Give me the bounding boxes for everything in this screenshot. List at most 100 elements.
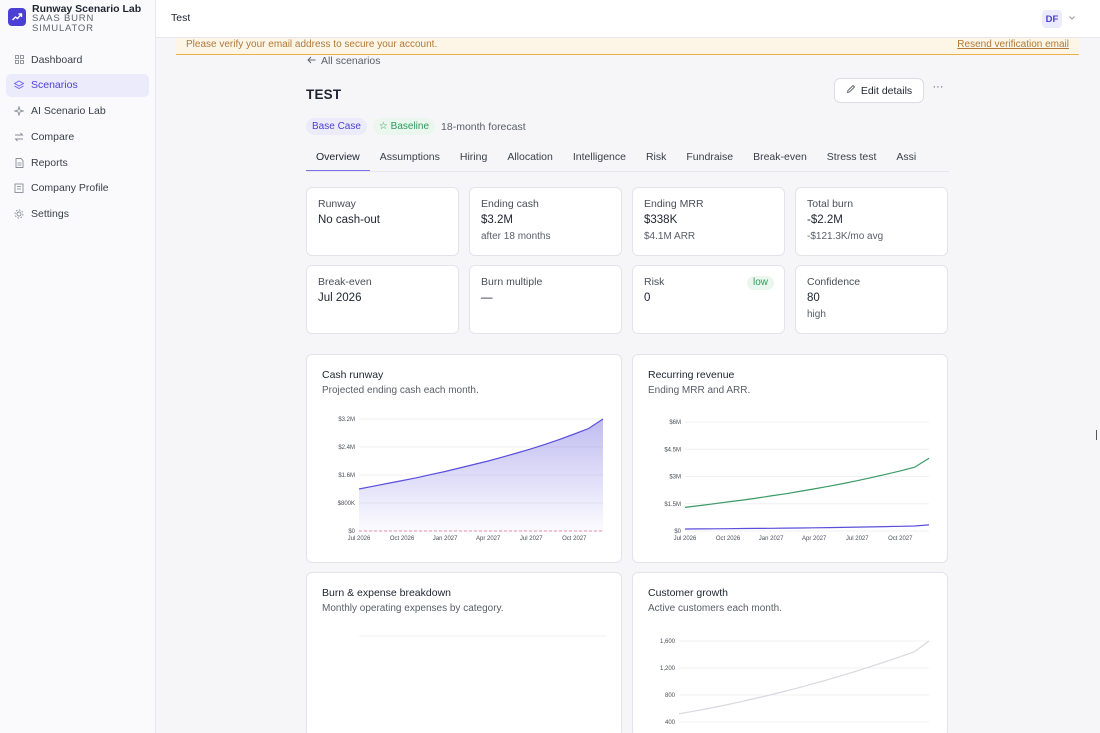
card-title: Cash runway bbox=[322, 369, 384, 381]
sidebar-item-ai-scenario-lab[interactable]: AI Scenario Lab bbox=[6, 100, 149, 123]
kpi-total-burn: Total burn -$2.2M -$121.3K/mo avg bbox=[795, 187, 948, 256]
y-tick-label: 1,200 bbox=[660, 666, 676, 672]
kpi-sub: high bbox=[807, 309, 826, 320]
kpi-value: $338K bbox=[644, 214, 678, 226]
sidebar-item-label: Reports bbox=[31, 156, 68, 169]
kpi-value: Jul 2026 bbox=[318, 292, 362, 304]
scenario-tabs: Overview Assumptions Hiring Allocation Intel… bbox=[306, 146, 949, 172]
x-tick-label: Apr 2027 bbox=[802, 536, 827, 542]
sidebar-item-company-profile[interactable]: Company Profile bbox=[6, 177, 149, 200]
customer-growth-chart: 400 800 1,200 1,600 bbox=[660, 639, 930, 726]
tab-allocation[interactable]: Allocation bbox=[507, 151, 553, 163]
customer-growth-card: 400 800 1,200 1,600 Customer growth Active … bbox=[632, 572, 948, 733]
tab-hiring[interactable]: Hiring bbox=[459, 151, 488, 163]
kpi-value: — bbox=[481, 292, 493, 304]
scenario-badges: Base Case ☆ Baseline 18-month forecast bbox=[306, 118, 526, 135]
more-options-button[interactable]: ··· bbox=[932, 81, 944, 93]
sidebar-item-scenarios[interactable]: Scenarios bbox=[6, 73, 149, 97]
x-tick-label: Jul 2027 bbox=[520, 536, 543, 542]
brand-subtitle: SAAS BURN SIMULATOR bbox=[32, 13, 95, 34]
x-tick-label: Oct 2026 bbox=[716, 536, 741, 542]
sidebar: Runway Scenario Lab SAAS BURN SIMULATOR … bbox=[0, 0, 156, 733]
tab-stress-test[interactable]: Stress test bbox=[826, 151, 877, 163]
base-case-badge: Base Case bbox=[306, 118, 367, 135]
cash-area bbox=[359, 419, 603, 531]
kpi-label: Risk bbox=[644, 276, 665, 288]
series-line-1 bbox=[684, 524, 930, 530]
brand[interactable]: Runway Scenario Lab SAAS BURN SIMULATOR bbox=[0, 0, 155, 40]
sidebar-nav: Dashboard Scenarios AI Scenario Lab Comp… bbox=[0, 40, 155, 237]
baseline-badge: ☆ Baseline bbox=[372, 118, 436, 135]
series-line-0 bbox=[684, 457, 930, 508]
resend-verification-link[interactable]: Resend verification email bbox=[957, 39, 1069, 50]
kpi-label: Confidence bbox=[807, 276, 861, 288]
x-tick-label: Jul 2026 bbox=[348, 536, 371, 542]
compare-icon bbox=[14, 132, 24, 142]
sidebar-item-label: Scenarios bbox=[31, 79, 78, 92]
y-tick-label: 1,600 bbox=[660, 639, 676, 645]
kpi-confidence: Confidence 80 high bbox=[795, 265, 948, 334]
y-tick-label: 400 bbox=[665, 720, 676, 726]
back-label: All scenarios bbox=[321, 55, 381, 67]
chevron-down-icon[interactable] bbox=[1068, 13, 1076, 25]
recurring-revenue-card: $0 $1.5M $3M $4.5M $6M Jul 2026 Oct 2026 Jan 20… bbox=[632, 354, 948, 563]
y-tick-label: $0 bbox=[348, 529, 355, 535]
tab-assumptions[interactable]: Assumptions bbox=[379, 151, 440, 163]
cash-runway-chart: $0 $800K $1.6M $2.4M $3.2M Jul 2026 Oct 2026 Ja… bbox=[338, 417, 604, 542]
edit-details-label: Edit details bbox=[860, 84, 913, 97]
scrollbar[interactable] bbox=[1096, 430, 1100, 440]
back-link[interactable]: All scenarios bbox=[307, 55, 381, 67]
y-tick-label: $2.4M bbox=[338, 445, 355, 451]
kpi-sub: $4.1M ARR bbox=[644, 231, 696, 242]
sidebar-item-compare[interactable]: Compare bbox=[6, 125, 149, 148]
y-tick-label: $6M bbox=[669, 420, 681, 426]
card-title: Burn & expense breakdown bbox=[322, 587, 451, 599]
kpi-label: Break-even bbox=[318, 276, 372, 288]
x-tick-label: Oct 2026 bbox=[390, 536, 415, 542]
x-tick-label: Oct 2027 bbox=[562, 536, 587, 542]
cash-runway-card: $0 $800K $1.6M $2.4M $3.2M Jul 2026 Oct 2026 Ja… bbox=[306, 354, 622, 563]
grid-icon bbox=[14, 55, 24, 65]
edit-details-button[interactable]: Edit details bbox=[834, 78, 924, 103]
tab-assistant[interactable]: Assi bbox=[896, 151, 917, 163]
sidebar-item-reports[interactable]: Reports bbox=[6, 151, 149, 174]
tab-overview[interactable]: Overview bbox=[306, 146, 370, 171]
y-tick-label: $800K bbox=[338, 501, 355, 507]
trend-up-icon bbox=[8, 8, 26, 26]
sidebar-item-dashboard[interactable]: Dashboard bbox=[6, 48, 149, 71]
card-subtitle: Projected ending cash each month. bbox=[322, 385, 479, 396]
tab-fundraise[interactable]: Fundraise bbox=[686, 151, 734, 163]
kpi-break-even: Break-even Jul 2026 bbox=[306, 265, 459, 334]
series-line-0 bbox=[678, 640, 930, 715]
header-title: Test bbox=[171, 12, 191, 24]
document-icon bbox=[14, 157, 24, 168]
kpi-sub: after 18 months bbox=[481, 231, 551, 242]
sparkle-icon bbox=[14, 106, 24, 117]
card-title: Customer growth bbox=[648, 587, 728, 599]
tab-intelligence[interactable]: Intelligence bbox=[572, 151, 626, 163]
y-tick-label: $0 bbox=[674, 529, 681, 535]
avatar[interactable]: DF bbox=[1042, 10, 1062, 28]
kpi-label: Total burn bbox=[807, 198, 854, 210]
sidebar-item-settings[interactable]: Settings bbox=[6, 203, 149, 226]
kpi-value: 0 bbox=[644, 292, 651, 304]
x-tick-label: Jan 2027 bbox=[759, 536, 784, 542]
gear-icon bbox=[14, 209, 24, 219]
kpi-value: No cash-out bbox=[318, 214, 381, 226]
card-subtitle: Monthly operating expenses by category. bbox=[322, 603, 504, 614]
x-tick-label: Jul 2026 bbox=[674, 536, 697, 542]
sidebar-item-label: Compare bbox=[31, 130, 75, 143]
kpi-sub: -$121.3K/mo avg bbox=[807, 231, 884, 242]
x-tick-label: Jul 2027 bbox=[846, 536, 869, 542]
x-tick-label: Jan 2027 bbox=[433, 536, 458, 542]
kpi-ending-mrr: Ending MRR $338K $4.1M ARR bbox=[632, 187, 785, 256]
series-line-0 bbox=[358, 418, 604, 490]
x-tick-label: Apr 2027 bbox=[476, 536, 501, 542]
sidebar-item-label: Dashboard bbox=[31, 53, 83, 66]
tab-risk[interactable]: Risk bbox=[645, 151, 667, 163]
x-tick-label: Oct 2027 bbox=[888, 536, 913, 542]
kpi-label: Runway bbox=[318, 198, 356, 210]
kpi-burn-multiple: Burn multiple — bbox=[469, 265, 622, 334]
brand-name: Runway Scenario Lab bbox=[32, 3, 142, 15]
tab-break-even[interactable]: Break-even bbox=[753, 151, 807, 163]
